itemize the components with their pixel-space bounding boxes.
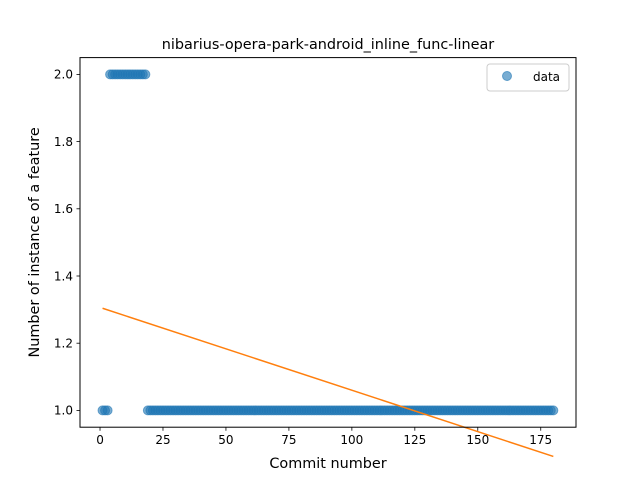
y-tick-label: 2.0	[54, 68, 73, 82]
y-axis-ticks: 1.0 1.2 1.4 1.6 1.8 2.0	[54, 68, 80, 418]
legend-marker-data	[502, 71, 512, 81]
data-point	[548, 405, 559, 416]
y-tick-label: 1.8	[54, 135, 73, 149]
legend: data	[486, 63, 570, 92]
legend-box	[486, 63, 570, 92]
chart-title: nibarius-opera-park-android_inline_func-…	[162, 37, 494, 53]
trend-line-segment	[102, 307, 554, 458]
x-tick-label: 150	[466, 433, 489, 447]
legend-label-data: data	[533, 70, 560, 84]
data-point	[140, 69, 151, 80]
x-tick-label: 75	[281, 433, 296, 447]
data-point	[102, 405, 113, 416]
x-tick-label: 50	[218, 433, 233, 447]
x-tick-label: 100	[340, 433, 363, 447]
x-tick-label: 25	[155, 433, 170, 447]
y-tick-label: 1.0	[54, 404, 73, 418]
y-tick-label: 1.2	[54, 337, 73, 351]
x-axis-ticks: 0 25 50 75 100 125 150 175	[96, 427, 552, 447]
plot-frame	[79, 57, 577, 428]
y-axis-label: Number of instance of a feature	[27, 127, 43, 357]
y-tick-label: 1.4	[54, 269, 73, 283]
x-tick-label: 175	[529, 433, 552, 447]
trend-line	[102, 307, 554, 458]
scatter-points	[97, 69, 559, 416]
x-tick-label: 0	[96, 433, 104, 447]
x-tick-label: 125	[403, 433, 426, 447]
y-tick-label: 1.6	[54, 202, 73, 216]
x-axis-label: Commit number	[269, 456, 386, 472]
